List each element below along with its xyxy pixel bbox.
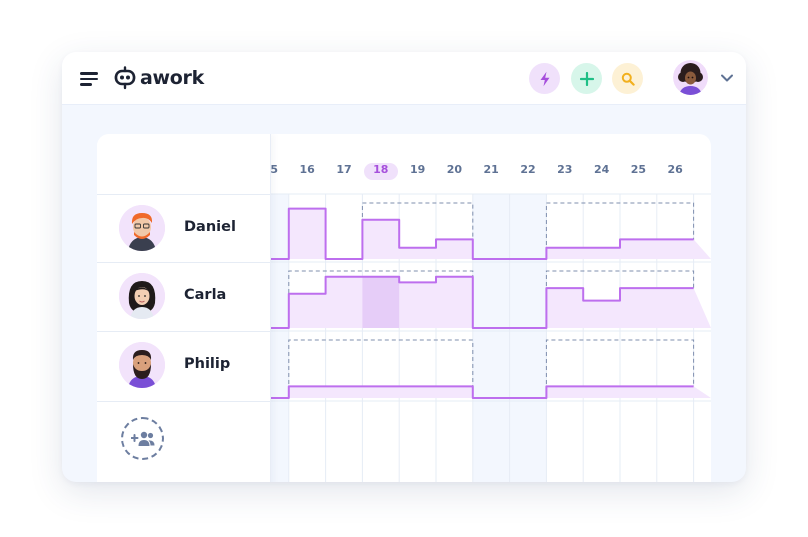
add-person-row (97, 401, 270, 482)
user-avatar-image (673, 60, 708, 95)
add-person-button[interactable] (121, 417, 164, 460)
avatar (119, 273, 165, 319)
planned-range (545, 339, 695, 398)
day-label-19[interactable]: 19 (409, 163, 426, 176)
robot-logo-icon (114, 66, 136, 90)
person-row-philip[interactable]: Philip (97, 331, 270, 400)
person-row-daniel[interactable]: Daniel (97, 194, 270, 263)
day-label-25[interactable]: 25 (630, 163, 647, 176)
weekend-column (472, 194, 510, 482)
workload-line (271, 275, 694, 329)
create-button[interactable] (571, 63, 602, 94)
workload-timeline: 151617181920212223242526 (263, 134, 711, 482)
workload-area (271, 208, 711, 259)
avatar (119, 205, 165, 251)
user-avatar[interactable] (673, 60, 708, 95)
awork-logo[interactable]: awork (114, 66, 204, 90)
chevron-down-icon[interactable] (720, 72, 734, 84)
weekend-column (509, 194, 547, 482)
lightning-bolt-icon (540, 71, 549, 86)
workload-area (271, 386, 711, 398)
today-indicator (363, 163, 398, 180)
day-label-16[interactable]: 16 (299, 163, 315, 176)
day-label-24[interactable]: 24 (593, 163, 610, 176)
top-bar: awork (62, 52, 746, 105)
timeline-grid (271, 193, 711, 482)
overload-highlight (362, 276, 400, 328)
hamburger-menu-icon[interactable] (80, 72, 98, 86)
workload-chart-daniel (271, 202, 711, 260)
day-label-18[interactable]: 18 (373, 163, 389, 176)
people-column: Daniel Carla (97, 134, 271, 482)
plus-icon (579, 71, 594, 86)
day-label-21[interactable]: 21 (483, 163, 499, 176)
person-name: Philip (184, 356, 231, 372)
person-row-carla[interactable]: Carla (97, 262, 270, 331)
search-button[interactable] (612, 63, 643, 94)
person-name: Daniel (184, 219, 236, 235)
past-column (271, 194, 289, 482)
search-icon (621, 72, 635, 86)
planned-range (288, 339, 474, 398)
quick-actions-button[interactable] (529, 63, 560, 94)
day-label-20[interactable]: 20 (446, 163, 463, 176)
app-window: awork (62, 52, 746, 482)
planned-range (545, 202, 695, 259)
day-label-17[interactable]: 17 (336, 163, 352, 176)
person-name: Carla (184, 287, 227, 303)
add-user-group-icon (130, 431, 154, 446)
workload-panel: Daniel Carla (97, 134, 711, 482)
avatar (119, 342, 165, 388)
workload-line (271, 207, 694, 260)
workload-chart-carla (271, 270, 711, 329)
day-label-22[interactable]: 22 (520, 163, 536, 176)
workload-chart-philip (271, 339, 711, 399)
day-label-23[interactable]: 23 (557, 163, 573, 176)
workload-line (271, 385, 694, 399)
day-label-26[interactable]: 26 (667, 163, 683, 176)
logo-text: awork (140, 67, 204, 89)
